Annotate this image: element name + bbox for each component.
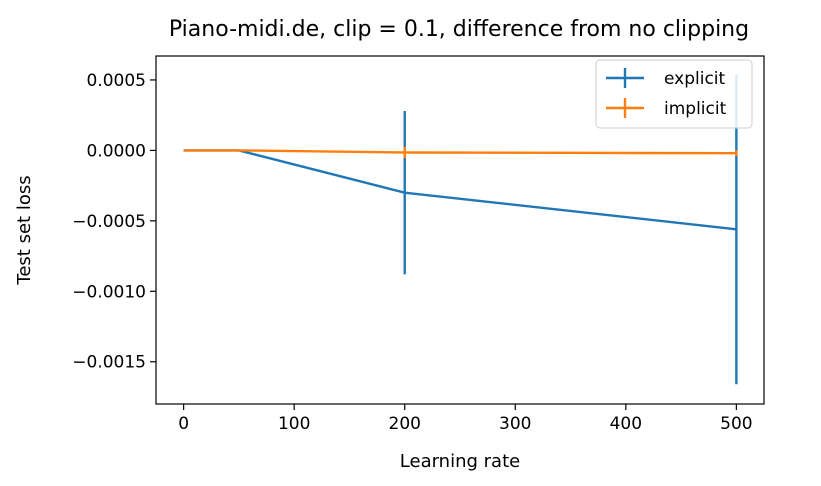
- y-tick-label: −0.0010: [72, 282, 146, 302]
- plot-frame: [155, 55, 765, 405]
- x-axis-ticks: 0 100 200 300 400 500: [178, 404, 753, 434]
- y-tick-label: −0.0005: [72, 212, 146, 232]
- x-tick-label: 0: [178, 414, 189, 434]
- y-axis-label: Test set loss: [14, 175, 35, 285]
- x-axis-label: Learning rate: [400, 451, 520, 472]
- x-tick-label: 300: [499, 414, 531, 434]
- legend-label-implicit: implicit: [664, 99, 727, 119]
- x-tick-label: 200: [389, 414, 421, 434]
- legend-items: explicit implicit: [606, 68, 727, 119]
- legend: explicit implicit: [595, 59, 753, 129]
- y-tick-label: −0.0015: [72, 353, 146, 373]
- y-axis-ticks: 0.0005 0.0000 −0.0005 −0.0010 −0.0015: [72, 71, 156, 373]
- legend-label-explicit: explicit: [664, 69, 726, 89]
- x-tick-label: 400: [610, 414, 642, 434]
- x-tick-label: 500: [720, 414, 752, 434]
- series-line-implicit: [183, 149, 737, 155]
- y-tick-label: 0.0005: [87, 71, 146, 91]
- y-tick-label: 0.0000: [87, 141, 146, 161]
- chart-title: Piano-midi.de, clip = 0.1, difference fr…: [169, 17, 749, 42]
- x-tick-label: 100: [278, 414, 310, 434]
